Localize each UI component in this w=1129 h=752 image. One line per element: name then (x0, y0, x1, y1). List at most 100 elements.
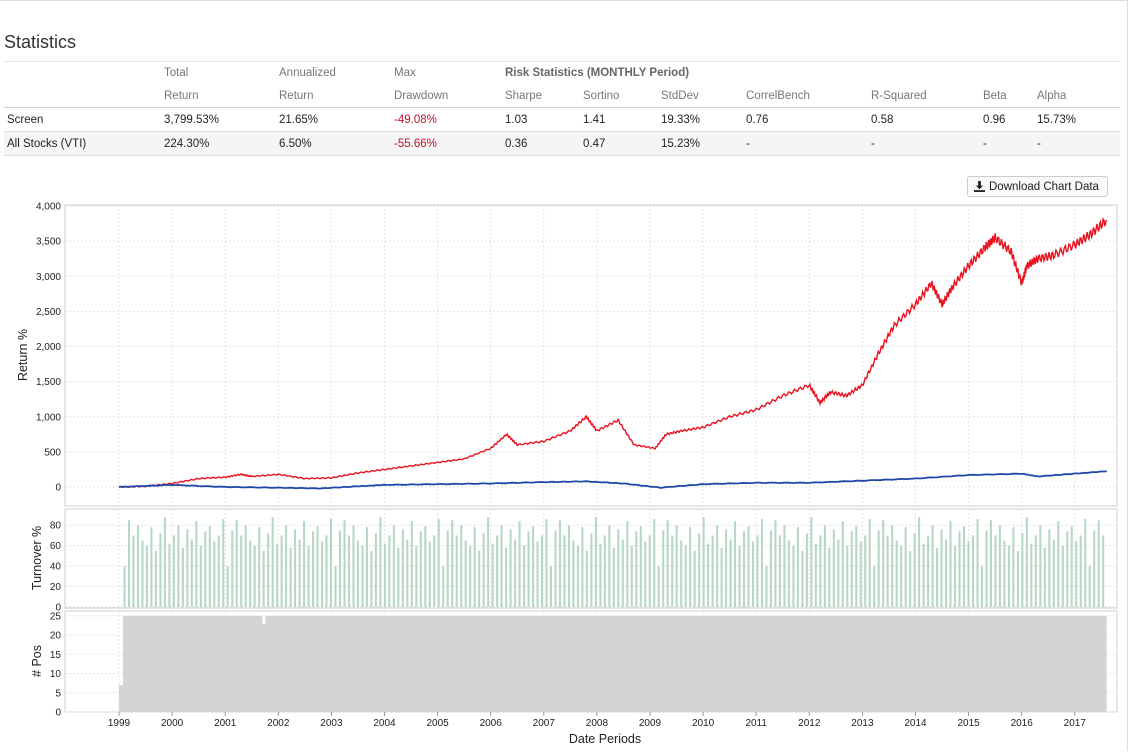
turnover-bar (370, 550, 373, 607)
turnover-bar (536, 541, 539, 607)
y-tick-label: 15 (50, 650, 62, 661)
table-cell: 6.50% (276, 131, 391, 156)
turnover-bar (136, 525, 139, 607)
turnover-bar (886, 535, 889, 607)
turnover-bar (545, 519, 548, 607)
turnover-bar (343, 520, 346, 607)
turnover-bar (154, 550, 157, 607)
turnover-bar (388, 535, 391, 607)
turnover-bar (621, 539, 624, 607)
turnover-bar (226, 566, 229, 607)
turnover-bar (666, 520, 669, 607)
y-tick-label: 60 (50, 541, 62, 552)
turnover-bar (558, 520, 561, 607)
turnover-bar (985, 530, 988, 607)
turnover-bar (276, 543, 279, 607)
turnover-bar (698, 533, 701, 607)
turnover-bar (478, 550, 481, 607)
return-panel-frame (64, 204, 1118, 507)
turnover-bar (1088, 566, 1091, 607)
turnover-bar (657, 566, 660, 607)
x-tick-label: 2002 (267, 718, 290, 729)
performance-chart: 4,0003,5003,0002,5002,0001,5001,00050008… (16, 202, 1118, 746)
turnover-bar (141, 540, 144, 607)
turnover-bar (837, 539, 840, 607)
x-tick-label: 2012 (798, 718, 821, 729)
y-tick-label: 500 (44, 447, 61, 458)
turnover-bar (971, 535, 974, 607)
turnover-bar (316, 526, 319, 607)
turnover-bar (213, 541, 216, 607)
turnover-bar (707, 543, 710, 607)
turnover-bar (190, 539, 193, 607)
turnover-bar (680, 540, 683, 607)
turnover-bar (689, 527, 692, 607)
turnover-bar (271, 517, 274, 607)
turnover-bar (464, 540, 467, 607)
turnover-bar (792, 545, 795, 607)
y-tick-label: 40 (50, 562, 62, 573)
turnover-bar (347, 535, 350, 607)
turnover-bar (150, 527, 153, 607)
turnover-bar (904, 527, 907, 607)
turnover-bar (725, 529, 728, 607)
turnover-bar (994, 535, 997, 607)
turnover-bar (590, 533, 593, 607)
turnover-bar (132, 535, 135, 607)
y-tick-label: 3,500 (36, 237, 61, 248)
turnover-bar (873, 566, 876, 607)
turnover-bar (325, 535, 328, 607)
turnover-bar (451, 520, 454, 607)
turnover-bar (954, 545, 957, 607)
turnover-bar (442, 566, 445, 607)
table-cell: 0.76 (743, 107, 868, 132)
turnover-bar (298, 539, 301, 607)
turnover-bar (280, 535, 283, 607)
turnover-bar (608, 525, 611, 607)
header-cell: Max (391, 61, 502, 84)
turnover-bar (823, 525, 826, 607)
turnover-bar (374, 533, 377, 607)
turnover-bar (455, 535, 458, 607)
turnover-bar (729, 539, 732, 607)
turnover-bar (635, 531, 638, 607)
table-cell: 15.73% (1034, 107, 1120, 132)
turnover-bar (392, 525, 395, 607)
header-cell: Beta (980, 84, 1034, 108)
turnover-bar (716, 525, 719, 607)
y-tick-label: 20 (50, 582, 62, 593)
turnover-bar (365, 527, 368, 607)
turnover-bar (877, 530, 880, 607)
x-tick-label: 2011 (745, 718, 767, 729)
turnover-bar (1016, 550, 1019, 607)
turnover-bar (262, 550, 265, 607)
table-cell: 0.58 (868, 107, 980, 132)
turnover-bar (841, 521, 844, 607)
turnover-bar (783, 525, 786, 607)
turnover-bar (145, 545, 148, 607)
turnover-bar (523, 545, 526, 607)
x-tick-label: 2015 (957, 718, 980, 729)
turnover-bar (482, 533, 485, 607)
turnover-bar (289, 547, 292, 607)
turnover-bar (334, 566, 337, 607)
turnover-bar (585, 550, 588, 607)
turnover-bar (446, 530, 449, 607)
turnover-bar (1084, 519, 1087, 607)
table-cell: - (1034, 131, 1120, 156)
turnover-bar (617, 529, 620, 607)
turnover-bar (514, 539, 517, 607)
benchmark-return-line (118, 470, 1107, 490)
turnover-bar (177, 525, 180, 607)
turnover-bar (895, 540, 898, 607)
turnover-bar (1043, 547, 1046, 607)
turnover-bar (222, 519, 225, 607)
turnover-bar (940, 529, 943, 607)
x-tick-label: 2014 (904, 718, 927, 729)
turnover-bar (774, 520, 777, 607)
turnover-bar (810, 517, 813, 607)
download-chart-data-button[interactable]: Download Chart Data (967, 176, 1108, 197)
turnover-bar (307, 545, 310, 607)
x-tick-label: 2009 (639, 718, 662, 729)
turnover-bar (563, 535, 566, 607)
